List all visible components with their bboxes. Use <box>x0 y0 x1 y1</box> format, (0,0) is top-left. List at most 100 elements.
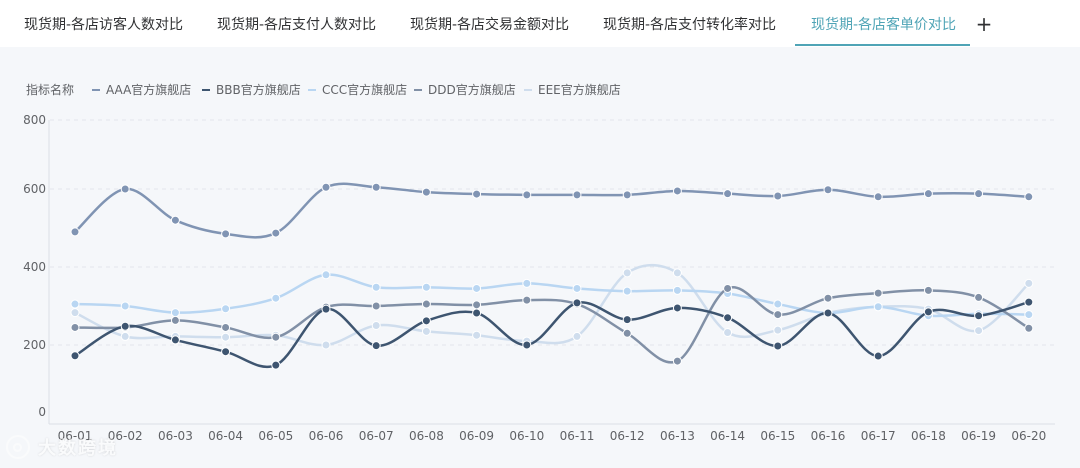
data-point <box>923 189 933 199</box>
data-point <box>522 340 532 350</box>
data-point <box>371 182 381 192</box>
data-point <box>622 268 632 278</box>
x-tick-label: 06-02 <box>108 429 143 443</box>
data-point <box>170 335 180 345</box>
data-point <box>221 304 231 314</box>
x-tick-label: 06-06 <box>309 429 344 443</box>
series-1 <box>70 182 1034 239</box>
data-point <box>773 325 783 335</box>
data-point <box>572 190 582 200</box>
data-point <box>170 315 180 325</box>
data-point <box>974 189 984 199</box>
x-tick-label: 06-15 <box>760 429 795 443</box>
x-tick-label: 06-16 <box>811 429 846 443</box>
data-point <box>271 332 281 342</box>
watermark-logo-icon <box>6 435 30 459</box>
data-point <box>1024 192 1034 202</box>
y-tick-label: 200 <box>23 338 46 352</box>
x-tick-label: 06-10 <box>509 429 544 443</box>
data-point <box>170 215 180 225</box>
legend-item-4: DDD官方旗舰店 <box>414 82 516 97</box>
data-point <box>421 316 431 326</box>
data-point <box>622 315 632 325</box>
x-tick-label: 06-08 <box>409 429 444 443</box>
data-point <box>723 313 733 323</box>
data-point <box>923 307 933 317</box>
data-point <box>723 189 733 199</box>
data-point <box>421 282 431 292</box>
data-point <box>522 278 532 288</box>
data-point <box>572 331 582 341</box>
y-tick-label: 800 <box>23 113 46 127</box>
data-point <box>572 298 582 308</box>
tab-conversion[interactable]: 现货期-各店支付转化率对比 <box>603 17 777 33</box>
x-tick-label: 06-17 <box>861 429 896 443</box>
y-tick-label: 400 <box>23 260 46 274</box>
watermark-text: 大数跨境 <box>38 438 118 459</box>
data-point <box>221 322 231 332</box>
legend-item-5: EEE官方旗舰店 <box>524 82 621 97</box>
data-point <box>672 303 682 313</box>
data-point <box>221 347 231 357</box>
data-point <box>371 301 381 311</box>
data-point <box>271 293 281 303</box>
data-point <box>371 341 381 351</box>
data-point <box>873 192 883 202</box>
data-point <box>672 285 682 295</box>
data-point <box>672 268 682 278</box>
data-point <box>522 295 532 305</box>
add-tab-button[interactable]: + <box>975 12 993 36</box>
data-point <box>271 360 281 370</box>
legend-label: AAA官方旗舰店 <box>106 82 191 97</box>
data-point <box>70 308 80 318</box>
y-tick-label: 600 <box>23 182 46 196</box>
data-point <box>120 331 130 341</box>
data-point <box>371 282 381 292</box>
data-point <box>974 326 984 336</box>
data-point <box>672 356 682 366</box>
data-point <box>70 322 80 332</box>
data-point <box>1024 323 1034 333</box>
legend-item-2: BBB官方旗舰店 <box>202 82 301 97</box>
data-point <box>70 351 80 361</box>
legend-title: 指标名称 <box>26 82 74 97</box>
series-line <box>74 286 1030 364</box>
data-point <box>823 185 833 195</box>
y-tick-label: 0 <box>38 405 46 419</box>
tab-amount[interactable]: 现货期-各店交易金额对比 <box>410 17 570 33</box>
data-point <box>622 190 632 200</box>
tab-avg-order-value[interactable]: 现货期-各店客单价对比 <box>811 17 957 33</box>
data-point <box>723 328 733 338</box>
x-tick-label: 06-12 <box>610 429 645 443</box>
data-point <box>120 301 130 311</box>
data-point <box>873 351 883 361</box>
data-point <box>873 302 883 312</box>
x-tick-label: 06-09 <box>459 429 494 443</box>
data-point <box>923 285 933 295</box>
data-point <box>120 321 130 331</box>
data-point <box>773 310 783 320</box>
data-point <box>221 332 231 342</box>
x-tick-label: 06-03 <box>158 429 193 443</box>
data-point <box>421 187 431 197</box>
data-point <box>572 283 582 293</box>
data-point <box>823 308 833 318</box>
data-point <box>974 311 984 321</box>
tab-visitors[interactable]: 现货期-各店访客人数对比 <box>24 17 184 33</box>
data-point <box>271 228 281 238</box>
tab-payers[interactable]: 现货期-各店支付人数对比 <box>217 17 377 33</box>
data-point <box>120 184 130 194</box>
data-point <box>672 186 682 196</box>
legend-label: CCC官方旗舰店 <box>322 82 407 97</box>
data-point <box>823 293 833 303</box>
x-tick-label: 06-14 <box>710 429 745 443</box>
data-point <box>723 283 733 293</box>
data-point <box>1024 297 1034 307</box>
data-point <box>873 288 883 298</box>
active-tab-indicator <box>795 44 970 46</box>
data-point <box>472 308 482 318</box>
chart-background <box>0 47 1080 468</box>
data-point <box>622 286 632 296</box>
data-point <box>472 283 482 293</box>
x-tick-label: 06-11 <box>560 429 595 443</box>
